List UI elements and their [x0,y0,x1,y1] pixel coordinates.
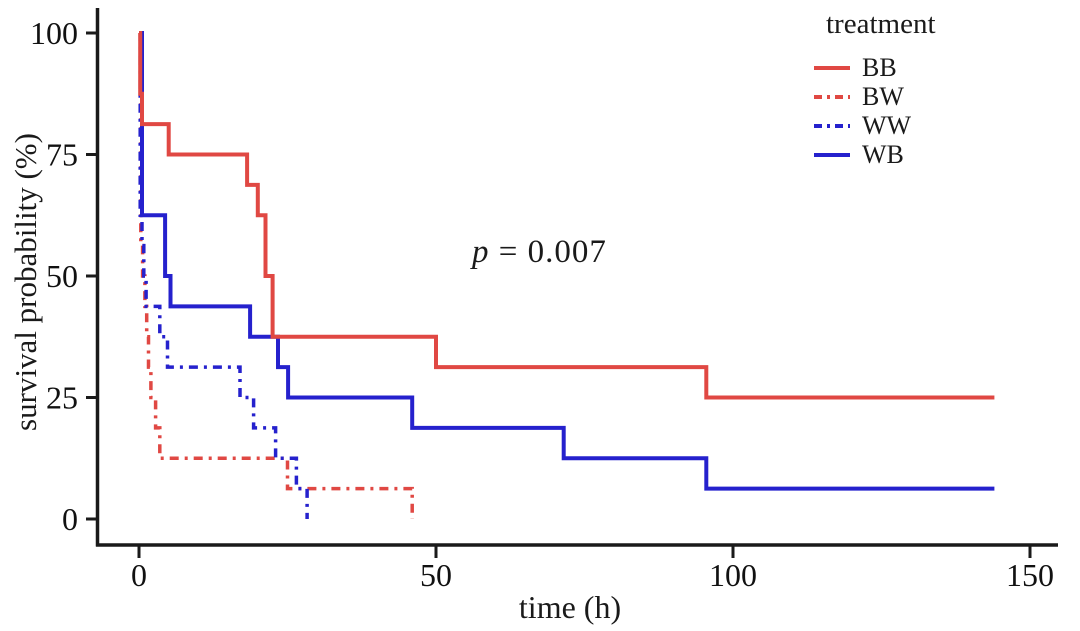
y-tick-label: 50 [46,258,78,294]
p-symbol: p [472,234,490,270]
axes [95,8,1058,547]
curve-BB [138,31,995,400]
x-tick-label: 100 [709,557,757,593]
legend-key-line-icon [814,123,850,128]
x-tick-label: 50 [420,557,452,593]
legend-key-line-icon [814,152,850,157]
curve-WB [139,31,995,491]
legend-item-label: BW [862,81,904,111]
legend-item-label: BB [862,52,897,82]
x-axis-ticks: 0 50 100 150 [131,546,1054,593]
y-tick-label: 100 [30,15,78,51]
legend-key-line-icon [814,94,850,99]
y-tick-label: 25 [46,380,78,416]
legend-item: BB [812,53,936,82]
legend-item-label: WW [862,110,912,140]
survival-curves [138,31,995,519]
y-axis-title: survival probability (%) [8,133,43,431]
y-tick-label: 75 [46,137,78,173]
p-value-text: = 0.007 [489,234,607,270]
y-tick-label: 0 [62,501,78,537]
legend-item: WB [812,140,936,169]
legend: treatment BB BW WW WB [812,8,936,169]
legend-key-line-icon [814,65,850,70]
legend-item: WW [812,111,936,140]
y-axis-ticks: 0 25 50 75 100 [30,15,97,537]
curve-BW [139,31,414,519]
x-tick-label: 150 [1006,557,1054,593]
x-axis-title: time (h) [518,589,622,625]
legend-title: treatment [826,8,936,40]
p-value-annotation: p = 0.007 [472,234,607,271]
legend-item-label: WB [862,139,904,169]
curve-WW [138,31,309,519]
x-tick-label: 0 [131,557,147,593]
legend-item: BW [812,82,936,111]
